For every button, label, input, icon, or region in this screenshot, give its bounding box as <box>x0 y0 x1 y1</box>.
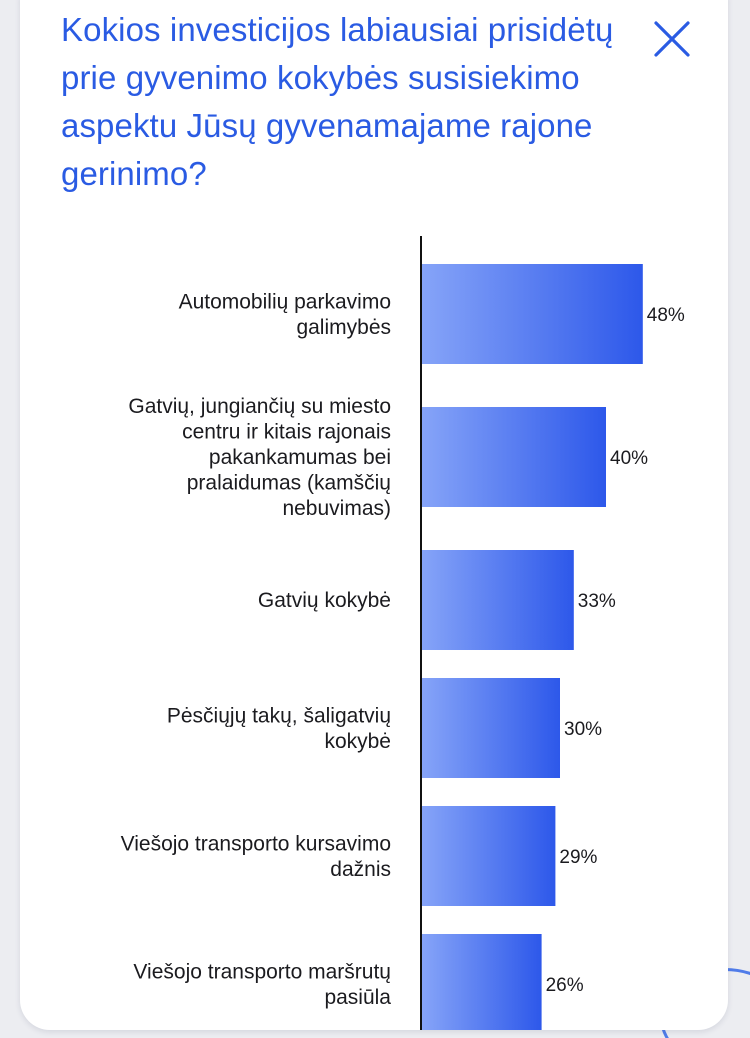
value-label-1: 48% <box>647 305 685 326</box>
category-label-line: dažnis <box>330 858 391 881</box>
category-label-line: Viešojo transporto maršrutų <box>133 960 391 983</box>
bar-3 <box>422 550 574 650</box>
close-icon <box>654 21 690 57</box>
category-label-line: Gatvių, jungiančių su miesto <box>128 395 391 418</box>
value-label-3: 33% <box>578 591 616 612</box>
bars-layer <box>422 264 643 1030</box>
category-label-2: Gatvių, jungiančių su miesto centru ir ki… <box>128 395 391 520</box>
value-label-5: 29% <box>559 847 597 868</box>
category-label-line: Pėsčiųjų takų, šaligatvių <box>167 704 391 727</box>
category-label-line: galimybės <box>296 316 391 339</box>
bar-1 <box>422 264 643 364</box>
category-label-line: pasiūla <box>324 986 391 1009</box>
value-label-2: 40% <box>610 448 648 469</box>
category-label-line: pakankamumas bei <box>209 446 391 469</box>
category-label-4: Pėsčiųjų takų, šaligatvių kokybė <box>167 704 391 753</box>
bar-4 <box>422 678 560 778</box>
value-labels: 48% 40% 33% 30% 29% 26% <box>546 305 685 996</box>
value-label-6: 26% <box>546 975 584 996</box>
category-label-1: Automobilių parkavimo galimybės <box>179 290 391 339</box>
category-label-5: Viešojo transporto kursavimo dažnis <box>121 832 391 881</box>
category-label-line: centru ir kitais rajonais <box>182 421 391 444</box>
category-labels: Automobilių parkavimo galimybės Gatvių, ju… <box>121 290 392 1009</box>
bar-2 <box>422 407 606 507</box>
close-button[interactable] <box>648 15 696 63</box>
category-label-line: nebuvimas) <box>282 497 391 520</box>
bar-chart: Automobilių parkavimo galimybės Gatvių, ju… <box>121 236 685 1030</box>
bar-6 <box>422 934 542 1030</box>
bar-5 <box>422 806 556 906</box>
category-label-6: Viešojo transporto maršrutų pasiūla <box>133 960 391 1009</box>
chart-title: Kokios investicijos labiausiai prisidėtų… <box>61 11 614 192</box>
category-label-3: Gatvių kokybė <box>258 589 391 612</box>
value-label-4: 30% <box>564 719 602 740</box>
category-label-line: kokybė <box>324 730 391 753</box>
category-label-line: Gatvių kokybė <box>258 589 391 612</box>
chart-card: Kokios investicijos labiausiai prisidėtų… <box>20 0 728 1030</box>
category-label-line: Automobilių parkavimo <box>179 290 391 313</box>
category-label-line: pralaidumas (kamščių <box>187 472 391 495</box>
category-label-line: Viešojo transporto kursavimo <box>121 832 391 855</box>
